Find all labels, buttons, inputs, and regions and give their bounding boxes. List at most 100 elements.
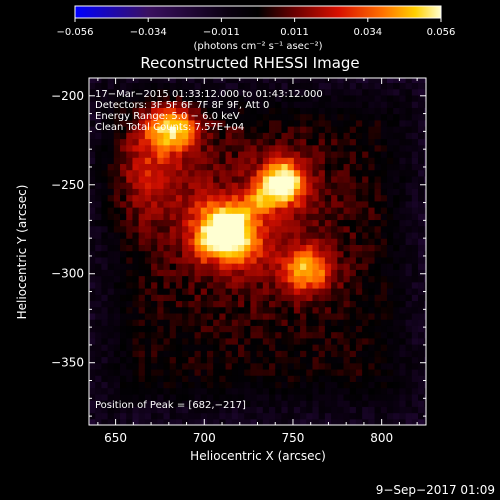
- heatmap-cell: [287, 132, 295, 140]
- heatmap-cell: [175, 356, 183, 364]
- heatmap-cell: [318, 213, 326, 221]
- heatmap-cell: [225, 325, 233, 333]
- heatmap-cell: [287, 393, 295, 401]
- heatmap-cell: [231, 319, 239, 326]
- heatmap-cell: [144, 362, 152, 370]
- heatmap-cell: [219, 175, 227, 183]
- heatmap-cell: [237, 356, 245, 364]
- heatmap-cell: [194, 256, 202, 264]
- heatmap-cell: [144, 144, 152, 152]
- heatmap-cell: [349, 406, 357, 414]
- heatmap-cell: [349, 381, 357, 389]
- heatmap-cell: [337, 175, 345, 183]
- heatmap-cell: [175, 400, 183, 407]
- heatmap-cell: [380, 138, 388, 146]
- heatmap-cell: [151, 375, 158, 383]
- heatmap-cell: [349, 375, 357, 383]
- heatmap-cell: [399, 101, 407, 108]
- heatmap-cell: [386, 231, 394, 239]
- heatmap-cell: [418, 275, 425, 283]
- heatmap-cell: [144, 207, 152, 214]
- heatmap-cell: [132, 188, 140, 196]
- heatmap-cell: [362, 231, 369, 239]
- heatmap-cell: [355, 393, 363, 401]
- heatmap-cell: [337, 188, 345, 196]
- heatmap-cell: [95, 219, 103, 227]
- heatmap-cell: [219, 356, 227, 364]
- heatmap-cell: [157, 331, 165, 339]
- heatmap-cell: [182, 287, 189, 295]
- heatmap-cell: [306, 306, 314, 314]
- heatmap-cell: [151, 387, 158, 395]
- heatmap-cell: [107, 387, 115, 395]
- heatmap-cell: [324, 400, 332, 407]
- heatmap-cell: [151, 207, 158, 214]
- heatmap-cell: [113, 219, 121, 227]
- heatmap-cell: [424, 418, 426, 425]
- heatmap-cell: [418, 219, 425, 227]
- heatmap-cell: [151, 144, 158, 152]
- heatmap-cell: [95, 182, 103, 189]
- heatmap-cell: [262, 325, 270, 333]
- heatmap-cell: [393, 225, 400, 233]
- heatmap-cell: [250, 281, 258, 289]
- heatmap-cell: [219, 132, 227, 140]
- heatmap-cell: [312, 256, 320, 264]
- heatmap-cell: [418, 207, 425, 214]
- heatmap-cell: [132, 200, 140, 208]
- heatmap-cell: [132, 119, 140, 127]
- heatmap-cell: [418, 150, 425, 158]
- heatmap-cell: [399, 144, 407, 152]
- heatmap-cell: [300, 238, 307, 245]
- heatmap-cell: [287, 300, 295, 308]
- heatmap-cell: [275, 175, 283, 183]
- heatmap-cell: [343, 287, 351, 295]
- heatmap-cell: [231, 406, 239, 414]
- heatmap-cell: [194, 163, 202, 171]
- heatmap-cell: [331, 344, 338, 351]
- heatmap-cell: [318, 238, 326, 245]
- heatmap-cell: [231, 126, 239, 133]
- heatmap-cell: [101, 412, 109, 420]
- heatmap-cell: [300, 325, 307, 333]
- heatmap-cell: [182, 113, 189, 121]
- heatmap-cell: [374, 319, 382, 326]
- heatmap-cell: [144, 356, 152, 364]
- heatmap-cell: [355, 219, 363, 227]
- heatmap-cell: [225, 362, 233, 370]
- heatmap-cell: [151, 107, 158, 115]
- heatmap-cell: [132, 225, 140, 233]
- heatmap-cell: [424, 312, 426, 320]
- heatmap-cell: [163, 294, 171, 302]
- heatmap-cell: [411, 150, 419, 158]
- heatmap-cell: [343, 238, 351, 245]
- heatmap-cell: [300, 269, 307, 277]
- heatmap-cell: [200, 356, 208, 364]
- heatmap-cell: [206, 418, 214, 425]
- heatmap-cell: [175, 78, 183, 84]
- heatmap-cell: [182, 169, 189, 177]
- heatmap-cell: [169, 375, 177, 383]
- heatmap-cell: [362, 400, 369, 407]
- heatmap-cell: [343, 256, 351, 264]
- heatmap-cell: [225, 312, 233, 320]
- heatmap-cell: [225, 275, 233, 283]
- heatmap-cell: [386, 368, 394, 376]
- heatmap-cell: [144, 381, 152, 389]
- heatmap-cell: [362, 182, 369, 189]
- heatmap-cell: [355, 157, 363, 165]
- heatmap-cell: [262, 144, 270, 152]
- heatmap-cell: [188, 406, 196, 414]
- heatmap-cell: [386, 418, 394, 425]
- heatmap-cell: [126, 350, 134, 358]
- heatmap-cell: [182, 82, 189, 90]
- heatmap-cell: [194, 244, 202, 252]
- heatmap-cell: [256, 375, 264, 383]
- heatmap-cell: [250, 294, 258, 302]
- heatmap-cell: [126, 375, 134, 383]
- heatmap-cell: [151, 331, 158, 339]
- heatmap-cell: [225, 219, 233, 227]
- heatmap-cell: [151, 200, 158, 208]
- heatmap-cell: [113, 256, 121, 264]
- heatmap-cell: [231, 263, 239, 270]
